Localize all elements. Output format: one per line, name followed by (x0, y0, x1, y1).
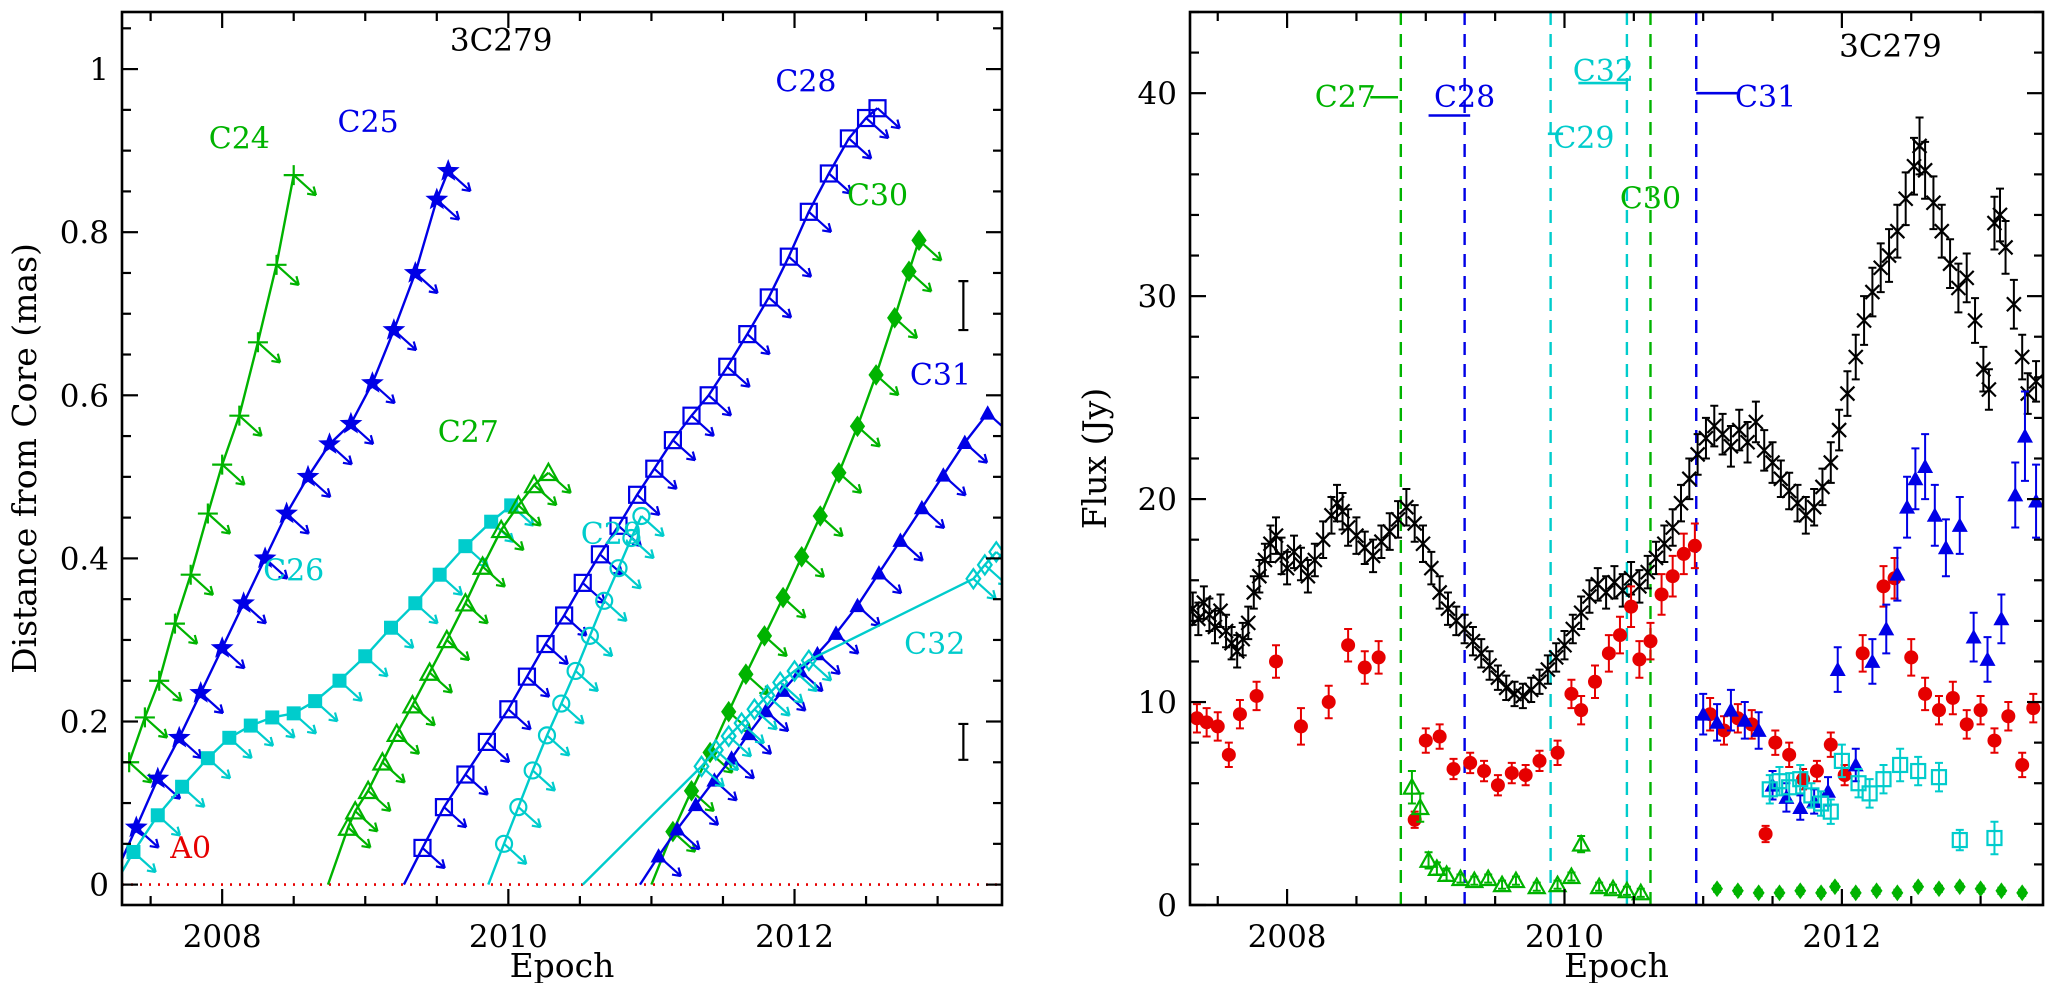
svg-text:40: 40 (1138, 76, 1177, 112)
svg-text:2008: 2008 (1248, 919, 1327, 955)
component-label-A0: A0 (169, 831, 211, 866)
svg-text:C30: C30 (847, 178, 908, 213)
series-C27-flux (1402, 770, 1651, 901)
flux-vs-epoch-ylabel: Flux (Jy) (1075, 388, 1114, 529)
series-C32-flux (1761, 743, 2003, 856)
series-C30 (650, 229, 943, 886)
svg-text:C26: C26 (263, 554, 324, 589)
series-scale-errorbars (958, 280, 969, 761)
svg-text:C32: C32 (1573, 54, 1634, 89)
svg-text:0.4: 0.4 (60, 541, 109, 577)
svg-text:2008: 2008 (183, 919, 262, 955)
svg-text:C24: C24 (209, 121, 270, 156)
series-C32 (581, 540, 1003, 886)
svg-text:A0: A0 (169, 831, 211, 866)
svg-text:2010: 2010 (1525, 919, 1604, 955)
svg-text:C29: C29 (581, 517, 642, 552)
series-C27 (326, 461, 572, 885)
series-C31-flux (1695, 390, 2044, 821)
right-chart-flux-vs-epoch: 2008 2010 2012 0 10 20 30 40 Epoch Flux (Jy) 3C279… (1030, 0, 2051, 983)
svg-text:0.8: 0.8 (60, 215, 109, 251)
svg-text:C30: C30 (1620, 182, 1681, 217)
component-label-C25: C25 (338, 105, 399, 140)
series-C28 (402, 99, 901, 886)
component-label-C27: C27 (438, 415, 499, 450)
series-C29 (487, 506, 665, 886)
svg-text:C31: C31 (910, 358, 971, 393)
flux-vs-epoch-ticks (1190, 10, 2043, 907)
component-label-C32: C32 (1573, 54, 1634, 89)
distance-vs-epoch-axis-tick-labels: 2008 2010 2012 0 0.2 0.4 0.6 0.8 1 (60, 52, 834, 955)
svg-text:0.2: 0.2 (60, 705, 109, 741)
series-C24 (121, 165, 318, 784)
flux-vs-epoch-xlabel: Epoch (1564, 946, 1669, 983)
svg-text:C28: C28 (1434, 80, 1495, 115)
svg-text:0.6: 0.6 (60, 378, 109, 414)
flux-vs-epoch-plot-area (1189, 12, 2044, 905)
svg-text:2010: 2010 (469, 919, 548, 955)
distance-vs-epoch-ylabel: Distance from Core (mas) (5, 243, 44, 674)
component-label-C30: C30 (1620, 182, 1681, 217)
component-label-C32: C32 (904, 627, 965, 662)
component-label-C31: C31 (1696, 80, 1796, 115)
svg-text:0: 0 (89, 868, 109, 904)
series-core-flux (1189, 522, 2041, 844)
component-label-C29: C29 (1547, 121, 1614, 156)
series-C25 (121, 159, 472, 865)
series-C30-flux (1711, 878, 2029, 902)
svg-text:C27: C27 (1315, 80, 1376, 115)
component-label-C26: C26 (263, 554, 324, 589)
distance-vs-epoch-plot-area (121, 99, 1003, 886)
component-label-C27: C27 (1315, 80, 1399, 115)
component-label-C30: C30 (847, 178, 908, 213)
distance-vs-epoch-xlabel: Epoch (510, 946, 615, 983)
svg-text:C28: C28 (775, 64, 836, 99)
svg-text:C29: C29 (1553, 121, 1614, 156)
flux-vs-epoch-source-title: 3C279 (1839, 29, 1942, 65)
svg-text:2012: 2012 (1802, 919, 1881, 955)
component-label-C31: C31 (910, 358, 971, 393)
svg-text:1: 1 (89, 52, 109, 88)
flux-vs-epoch-axis-tick-labels: 2008 2010 2012 0 10 20 30 40 (1138, 76, 1882, 955)
component-label-C24: C24 (209, 121, 270, 156)
svg-text:C27: C27 (438, 415, 499, 450)
svg-text:C31: C31 (1735, 80, 1796, 115)
distance-vs-epoch-frame (120, 10, 1004, 907)
component-label-C28: C28 (1428, 80, 1495, 117)
left-chart-distance-from-core-vs-epoch: 2008 2010 2012 0 0.2 0.4 0.6 0.8 1 Epoch Distance … (5, 10, 1004, 983)
svg-text:0: 0 (1157, 888, 1177, 924)
svg-text:C25: C25 (338, 105, 399, 140)
svg-text:20: 20 (1138, 482, 1177, 518)
component-label-C29: C29 (581, 517, 642, 552)
svg-text:10: 10 (1138, 685, 1177, 721)
distance-vs-epoch-source-title: 3C279 (450, 23, 553, 59)
series-total-flux (1189, 116, 2044, 710)
svg-text:C32: C32 (904, 627, 965, 662)
svg-text:30: 30 (1138, 279, 1177, 315)
svg-text:2012: 2012 (755, 919, 834, 955)
distance-vs-epoch-ticks (122, 12, 1002, 905)
component-label-C28: C28 (775, 64, 836, 99)
